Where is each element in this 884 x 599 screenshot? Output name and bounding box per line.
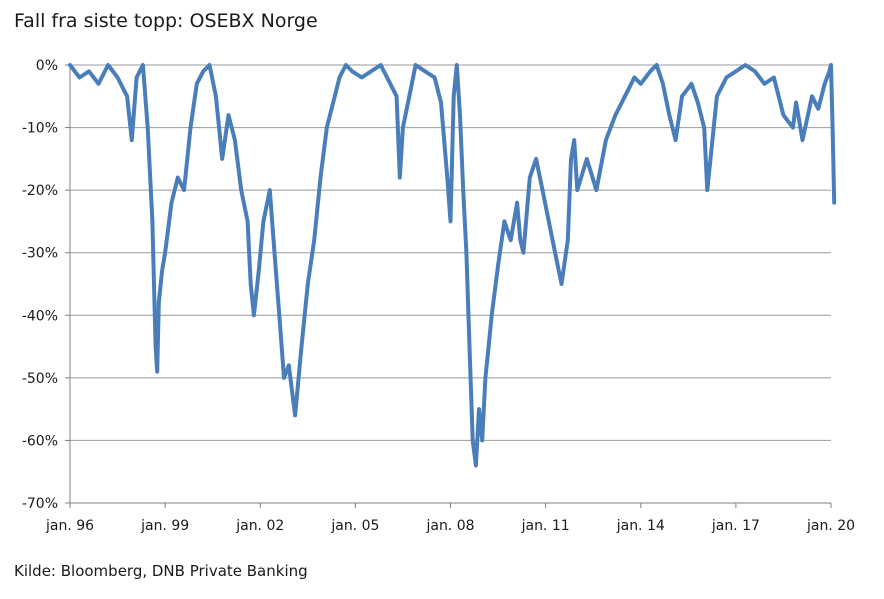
gridlines <box>70 64 831 441</box>
x-tick-label: jan. 20 <box>806 518 855 534</box>
x-tick-label: jan. 11 <box>521 518 570 534</box>
y-tick-label: 0% <box>36 58 58 74</box>
series-line <box>68 63 837 468</box>
x-tick-label: jan. 17 <box>711 518 760 534</box>
x-tick-label: jan. 96 <box>45 518 94 534</box>
chart-title: Fall fra siste topp: OSEBX Norge <box>14 10 318 32</box>
y-tick-label: -20% <box>22 183 58 199</box>
y-tick-label: -40% <box>22 308 58 324</box>
series-group <box>68 63 837 468</box>
source-note: Kilde: Bloomberg, DNB Private Banking <box>14 562 308 580</box>
x-axis-ticks: jan. 96 jan. 99 jan. 02 jan. 05 jan. 08 jan. … <box>45 503 855 534</box>
x-tick-label: jan. 14 <box>616 518 665 534</box>
x-tick-label: jan. 99 <box>140 518 189 534</box>
x-tick-label: jan. 02 <box>235 518 284 534</box>
axes <box>69 65 831 504</box>
y-tick-label: -30% <box>22 246 58 262</box>
y-tick-label: -70% <box>22 496 58 512</box>
y-tick-label: -60% <box>22 433 58 449</box>
x-tick-label: jan. 08 <box>425 518 474 534</box>
y-tick-label: -50% <box>22 371 58 387</box>
x-tick-label: jan. 05 <box>330 518 379 534</box>
y-tick-label: -10% <box>22 121 58 137</box>
y-axis-ticks: 0% -10% -20% -30% -40% -50% -60% -70% <box>22 58 70 512</box>
